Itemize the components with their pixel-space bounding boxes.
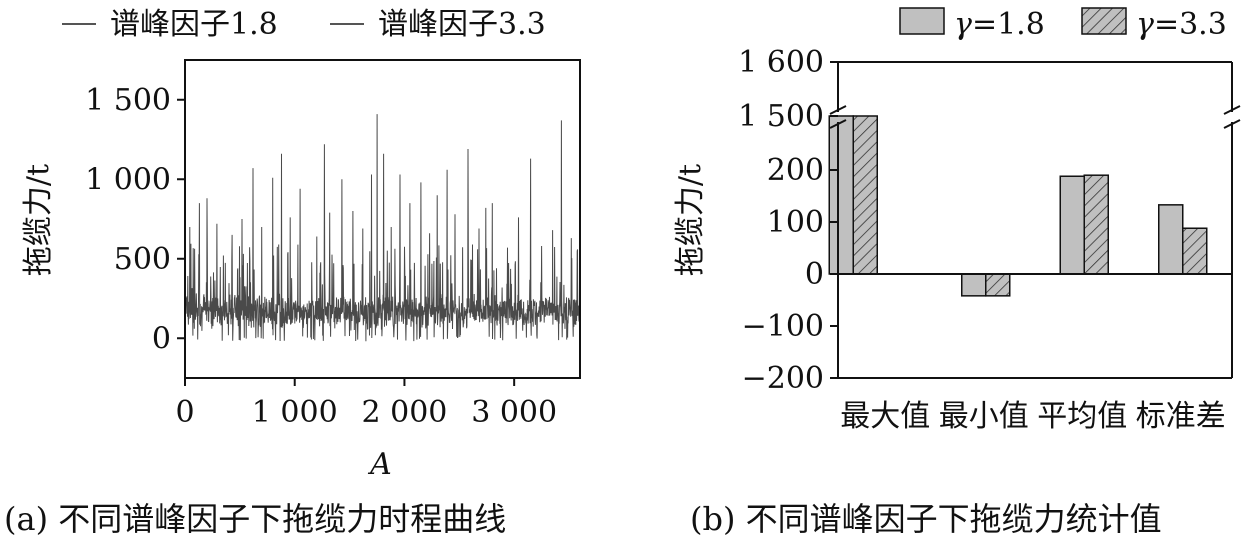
x-tick-label-a: 3 000 bbox=[471, 395, 557, 430]
x-tick-label-a: 0 bbox=[175, 395, 194, 430]
y-tick-label-b: 200 bbox=[767, 153, 824, 188]
y-tick-label-b: −100 bbox=[742, 309, 824, 344]
y-tick-label-b: 0 bbox=[805, 257, 824, 292]
caption-b: (b) 不同谱峰因子下拖缆力统计值 bbox=[690, 500, 1162, 538]
category-label: 标准差 bbox=[1136, 399, 1226, 434]
bar bbox=[852, 115, 878, 275]
series-line bbox=[184, 114, 581, 342]
axes-b: 1 600 1 500 200 100 0 −100 −200 bbox=[738, 45, 1241, 396]
axis-break-mark bbox=[829, 119, 847, 129]
y-axis-label-b: 拖缆力/t bbox=[673, 164, 708, 276]
axis-break-mark bbox=[1223, 119, 1241, 129]
bar bbox=[1182, 227, 1208, 275]
y-tick-label-b: 100 bbox=[767, 205, 824, 240]
bar bbox=[961, 273, 987, 297]
category-label: 平均值 bbox=[1037, 399, 1127, 434]
caption-a: (a) 不同谱峰因子下拖缆力时程曲线 bbox=[4, 500, 506, 538]
axis-ticks-a: 0 500 1 000 1 500 0 1 000 2 000 3 000 bbox=[85, 83, 557, 430]
legend-label-2: 谱峰因子3.3 bbox=[378, 7, 546, 42]
bar bbox=[828, 115, 854, 275]
legend-swatch-b1 bbox=[899, 7, 945, 35]
y-tick-label-a: 0 bbox=[152, 321, 171, 356]
category-label: 最小值 bbox=[939, 399, 1029, 434]
legend-label-b2: γ=3.3 bbox=[1136, 7, 1227, 42]
plot-frame-a bbox=[184, 59, 581, 379]
bar bbox=[985, 273, 1011, 297]
series-line-path bbox=[184, 114, 581, 342]
panel-b-statistics: γ=1.8 γ=3.3 最大值 最小值 平均值 标准差 1 600 1 500 200 10… bbox=[673, 7, 1241, 538]
bar bbox=[1158, 204, 1184, 275]
y-tick-label-a: 1 500 bbox=[85, 83, 171, 118]
legend-swatch-b2 bbox=[1081, 7, 1127, 35]
bar bbox=[1059, 175, 1085, 275]
x-axis-label-a: A bbox=[367, 447, 392, 482]
y-tick-label-b: 1 600 bbox=[738, 45, 824, 80]
y-tick-label-b: −200 bbox=[742, 361, 824, 396]
bar-series: 最大值 最小值 平均值 标准差 bbox=[828, 115, 1226, 434]
axis-break-mark bbox=[1223, 105, 1241, 115]
category-label: 最大值 bbox=[840, 399, 930, 434]
y-tick-label-a: 500 bbox=[114, 242, 171, 277]
panel-a-time-history: 谱峰因子1.8 谱峰因子3.3 0 500 1 000 1 500 0 1 000 2 00… bbox=[4, 7, 581, 538]
legend-label-1: 谱峰因子1.8 bbox=[110, 7, 278, 42]
x-tick-label-a: 1 000 bbox=[252, 395, 338, 430]
y-tick-label-a: 1 000 bbox=[85, 162, 171, 197]
legend-a: 谱峰因子1.8 谱峰因子3.3 bbox=[62, 7, 546, 42]
legend-b: γ=1.8 γ=3.3 bbox=[899, 7, 1227, 42]
axis-break-mark bbox=[829, 105, 847, 115]
y-axis-label-a: 拖缆力/t bbox=[21, 164, 56, 276]
bar bbox=[1083, 174, 1109, 275]
y-tick-label-b: 1 500 bbox=[738, 99, 824, 134]
legend-label-b1: γ=1.8 bbox=[954, 7, 1045, 42]
x-tick-label-a: 2 000 bbox=[361, 395, 447, 430]
